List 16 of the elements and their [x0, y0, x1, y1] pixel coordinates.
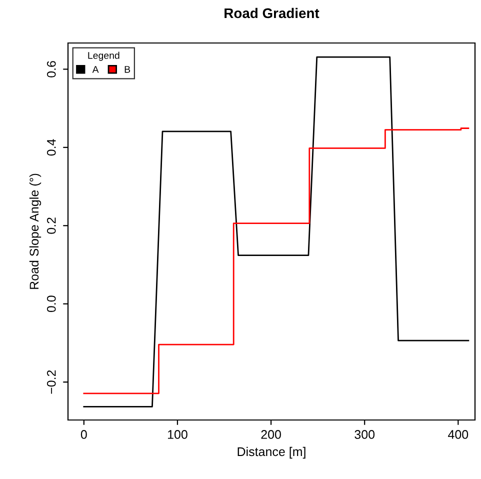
y-tick-label: 0.4 — [46, 139, 56, 156]
x-tick-label: 300 — [354, 430, 375, 439]
legend-label: B — [124, 66, 130, 73]
legend-label: A — [92, 66, 99, 73]
legend-title: Legend — [88, 52, 120, 61]
x-axis-title: Distance [m] — [238, 446, 306, 459]
x-tick-label: 400 — [448, 430, 468, 439]
y-tick-label: 0.6 — [46, 61, 56, 78]
y-axis-title: Road Slope Angle (°) — [29, 174, 42, 289]
y-tick-label: 0.2 — [46, 218, 56, 234]
chart-title: Road Gradient — [224, 8, 320, 18]
x-tick-label: 0 — [80, 430, 87, 439]
x-tick-label: 100 — [168, 430, 188, 439]
x-tick-label: 200 — [261, 430, 281, 439]
y-tick-label: −0.2 — [46, 370, 56, 394]
y-tick-label: 0.0 — [46, 296, 56, 312]
